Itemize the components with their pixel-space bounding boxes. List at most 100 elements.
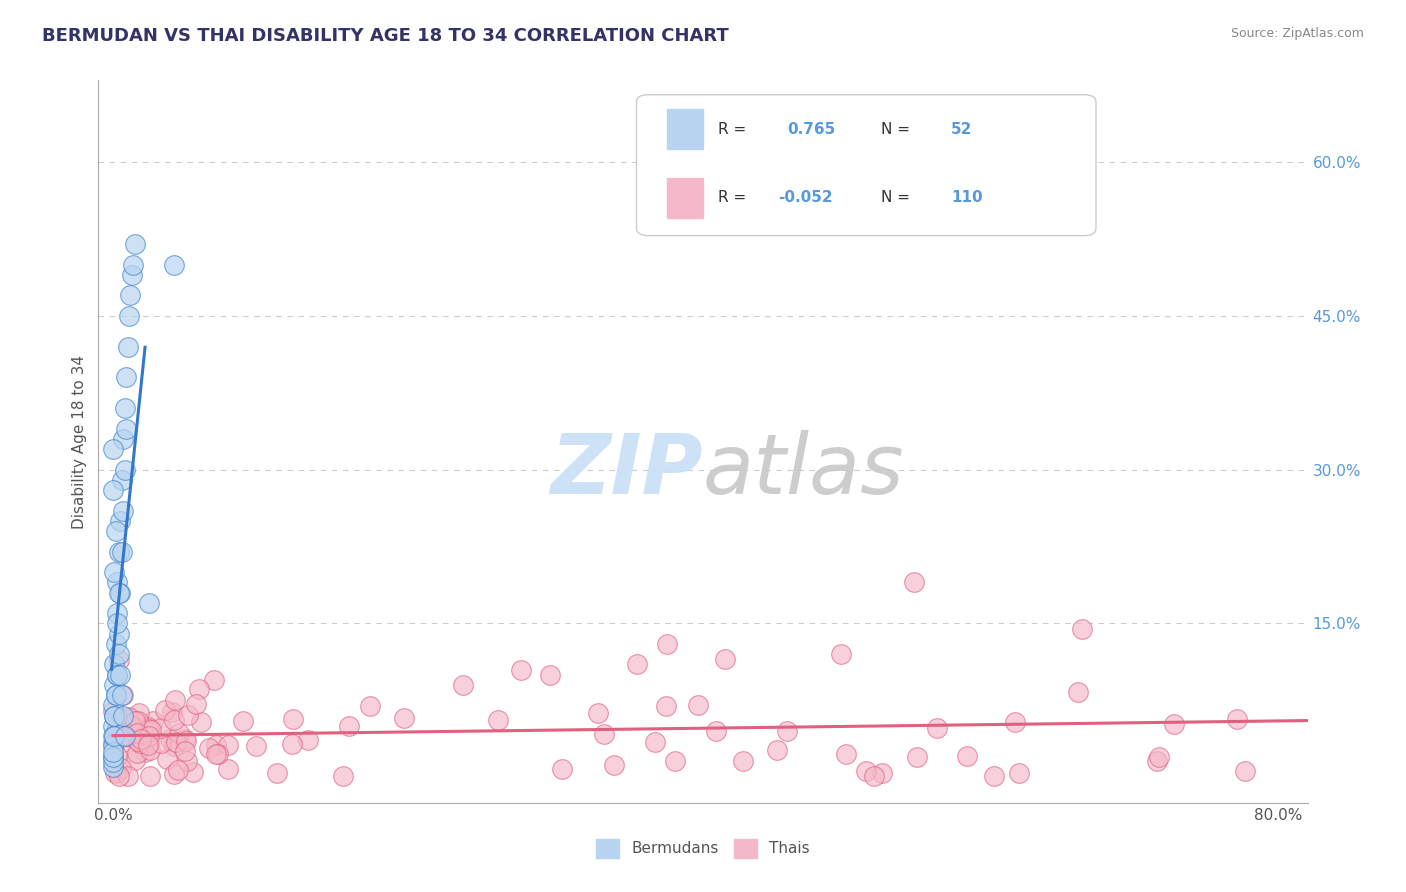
Text: -0.052: -0.052 bbox=[778, 190, 832, 205]
Point bbox=[114, 463, 136, 477]
Point bbox=[117, 729, 139, 743]
Text: 110: 110 bbox=[950, 190, 983, 205]
Point bbox=[187, 681, 209, 696]
Point bbox=[101, 755, 124, 769]
Point bbox=[101, 749, 124, 764]
Point bbox=[127, 734, 149, 748]
Point bbox=[173, 731, 195, 746]
Point bbox=[1147, 749, 1170, 764]
Point bbox=[111, 473, 134, 487]
Point bbox=[835, 747, 858, 762]
Point bbox=[138, 734, 160, 748]
Point bbox=[138, 729, 160, 743]
Point bbox=[111, 688, 134, 702]
Point bbox=[105, 575, 128, 590]
Point bbox=[122, 258, 145, 272]
Point bbox=[101, 745, 124, 759]
Point bbox=[105, 720, 128, 734]
Point bbox=[101, 739, 124, 754]
Point bbox=[104, 688, 127, 702]
Point bbox=[142, 714, 165, 729]
Point bbox=[204, 673, 226, 688]
Point bbox=[156, 751, 179, 765]
Point bbox=[776, 724, 799, 739]
Point bbox=[127, 747, 149, 761]
Point bbox=[509, 663, 531, 677]
Point bbox=[217, 762, 239, 776]
Point bbox=[103, 729, 125, 743]
Point bbox=[160, 705, 183, 719]
Point bbox=[112, 735, 135, 749]
Point bbox=[863, 769, 886, 783]
Point bbox=[108, 585, 131, 599]
Point bbox=[111, 545, 134, 559]
Point bbox=[105, 667, 128, 681]
Point bbox=[1146, 754, 1168, 768]
Point bbox=[127, 714, 149, 728]
Point bbox=[714, 652, 737, 666]
Point bbox=[1233, 764, 1256, 778]
Point bbox=[602, 758, 624, 772]
Point bbox=[207, 747, 229, 761]
Point bbox=[176, 755, 198, 769]
Point bbox=[138, 722, 160, 736]
Point bbox=[103, 704, 125, 718]
Point bbox=[451, 678, 474, 692]
Point bbox=[281, 737, 304, 751]
Point bbox=[205, 739, 228, 753]
Point bbox=[101, 760, 124, 774]
Text: R =: R = bbox=[717, 121, 745, 136]
Point bbox=[163, 767, 186, 781]
Text: ZIP: ZIP bbox=[550, 430, 703, 511]
Text: Source: ZipAtlas.com: Source: ZipAtlas.com bbox=[1230, 27, 1364, 40]
Point bbox=[983, 769, 1005, 783]
Text: R =: R = bbox=[717, 190, 745, 205]
Text: 0.765: 0.765 bbox=[787, 121, 837, 136]
Point bbox=[139, 743, 162, 757]
Point bbox=[593, 727, 616, 741]
Point bbox=[855, 764, 877, 778]
Point bbox=[332, 769, 354, 783]
Point bbox=[128, 706, 150, 721]
Point bbox=[905, 749, 928, 764]
Point bbox=[688, 698, 710, 712]
Point bbox=[108, 545, 131, 559]
Point bbox=[101, 442, 124, 457]
Point bbox=[103, 708, 125, 723]
Point bbox=[104, 637, 127, 651]
Point bbox=[105, 710, 128, 724]
Point bbox=[1008, 766, 1031, 780]
Point bbox=[159, 731, 181, 746]
Point bbox=[110, 761, 132, 775]
Point bbox=[134, 745, 156, 759]
Point bbox=[103, 678, 125, 692]
Point bbox=[108, 769, 131, 783]
Point bbox=[117, 711, 139, 725]
Point bbox=[115, 730, 138, 744]
Point bbox=[118, 309, 141, 323]
Point bbox=[114, 401, 136, 416]
Point bbox=[149, 721, 172, 735]
Point bbox=[120, 288, 142, 302]
FancyBboxPatch shape bbox=[637, 95, 1097, 235]
Y-axis label: Disability Age 18 to 34: Disability Age 18 to 34 bbox=[72, 354, 87, 529]
Point bbox=[181, 764, 204, 779]
Point bbox=[166, 764, 188, 778]
Point bbox=[766, 743, 789, 757]
Point bbox=[163, 693, 186, 707]
Point bbox=[830, 647, 852, 661]
Point bbox=[105, 606, 128, 620]
Point bbox=[186, 698, 208, 712]
Point bbox=[706, 724, 728, 739]
Point bbox=[124, 753, 146, 767]
Point bbox=[190, 714, 212, 729]
Point bbox=[174, 744, 197, 758]
Point bbox=[107, 727, 129, 741]
Point bbox=[1004, 715, 1026, 730]
Point bbox=[486, 713, 509, 727]
Point bbox=[141, 723, 163, 737]
Point bbox=[644, 735, 666, 749]
Point bbox=[101, 749, 124, 764]
Point bbox=[1163, 716, 1185, 731]
Point bbox=[197, 740, 219, 755]
